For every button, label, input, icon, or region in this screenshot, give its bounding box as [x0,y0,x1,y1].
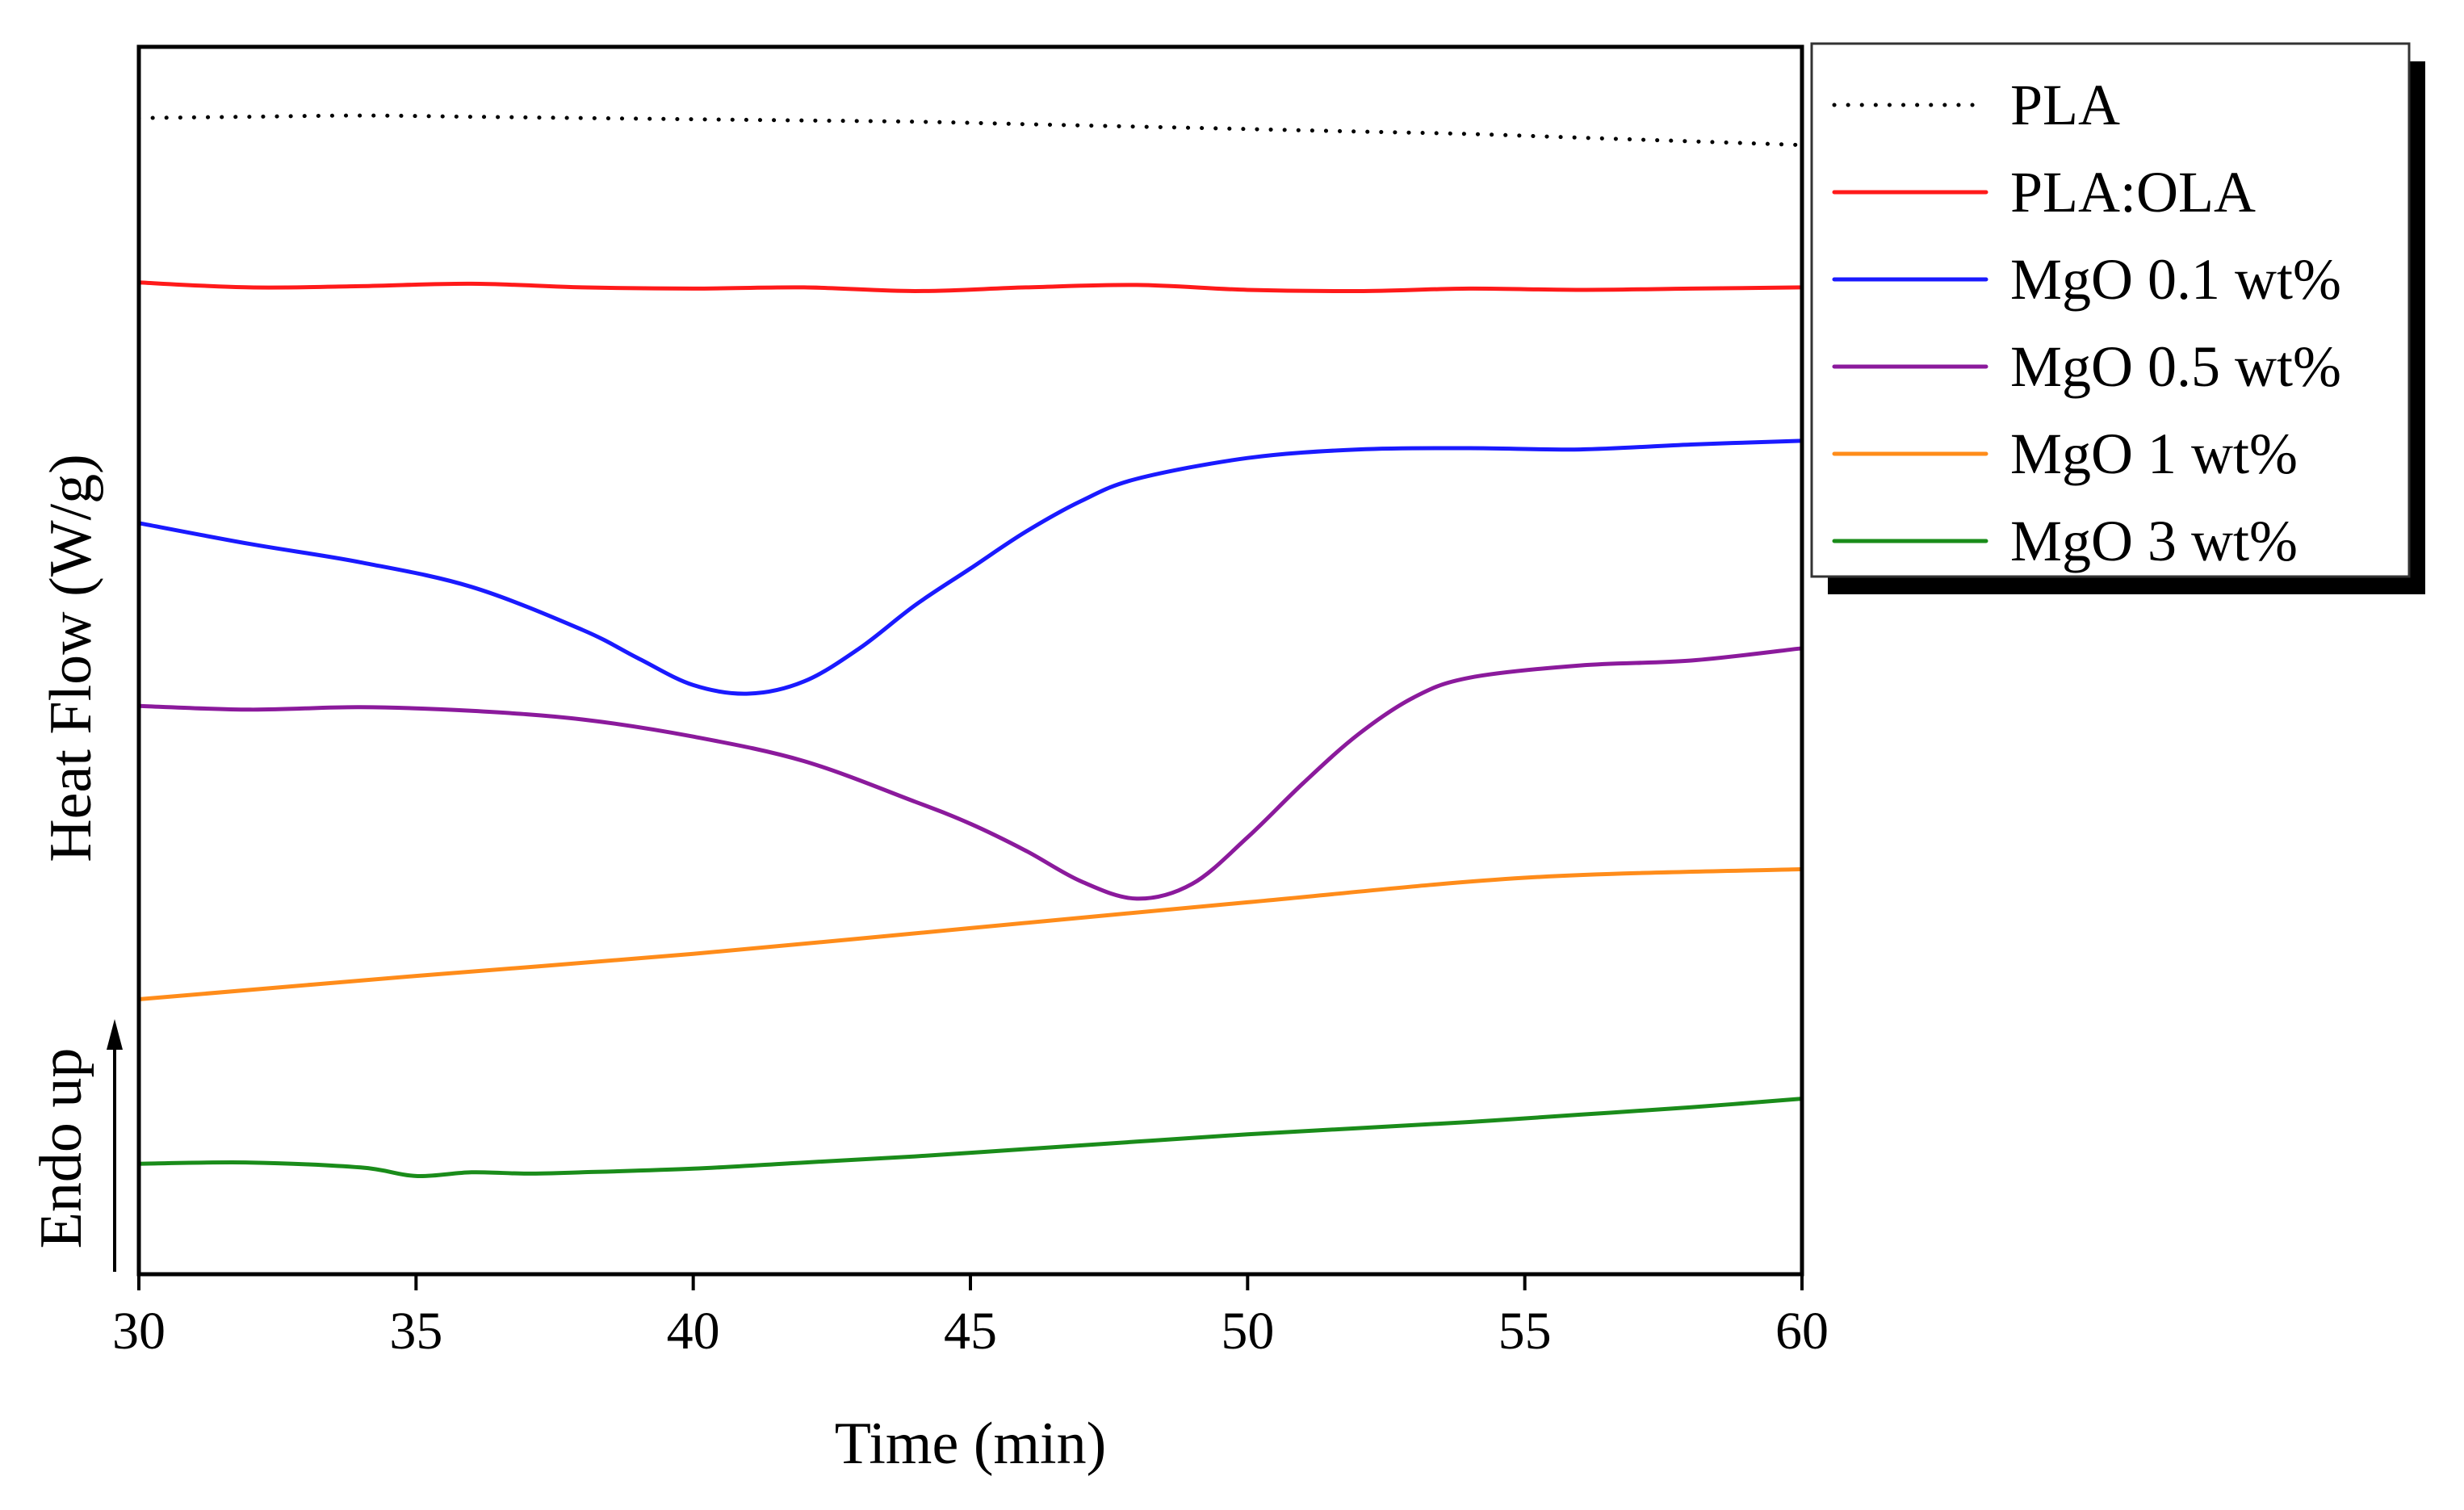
x-axis: 30 35 40 45 50 55 60 [112,1274,1829,1361]
endo-up-arrow-head [107,1019,123,1050]
x-axis-title: Time (min) [835,1411,1106,1477]
series-line-pla [136,113,1804,148]
legend-box [1810,42,2411,578]
legend-label-mgo-0-5-wt: MgO 0.5 wt% [2010,334,2341,399]
y-axis-title: Heat Flow (W/g) [38,454,104,862]
series-line-pla-ola [136,280,1804,294]
legend-label-mgo-3-wt: MgO 3 wt% [2010,509,2298,573]
x-tick-label: 30 [112,1302,166,1361]
x-tick-label: 35 [389,1302,442,1361]
x-tick-label: 40 [667,1302,720,1361]
legend-label-mgo-0-1-wt: MgO 0.1 wt% [2010,247,2341,312]
x-tick-label: 60 [1775,1302,1829,1361]
endo-up-annotation: Endo up [28,1048,94,1249]
legend-label-mgo-1-wt: MgO 1 wt% [2010,422,2298,486]
series-line-mgo-3-wt [136,1097,1804,1179]
series-line-mgo-0-1-wt [136,438,1804,696]
series-layer [136,113,1804,1179]
x-tick-label: 50 [1221,1302,1274,1361]
x-tick-label: 55 [1498,1302,1552,1361]
legend-label-pla-ola: PLA:OLA [2010,160,2256,224]
legend-label-pla: PLA [2010,73,2120,137]
series-line-mgo-1-wt [136,866,1804,1001]
x-tick-label: 45 [944,1302,997,1361]
series-line-mgo-0-5-wt [136,646,1804,901]
legend-items: PLA PLA:OLA MgO 0.1 wt% MgO 0.5 wt% MgO 1 wt… [1832,73,2341,573]
legend: PLA PLA:OLA MgO 0.1 wt% MgO 0.5 wt% MgO 1 wt… [1810,42,2425,594]
